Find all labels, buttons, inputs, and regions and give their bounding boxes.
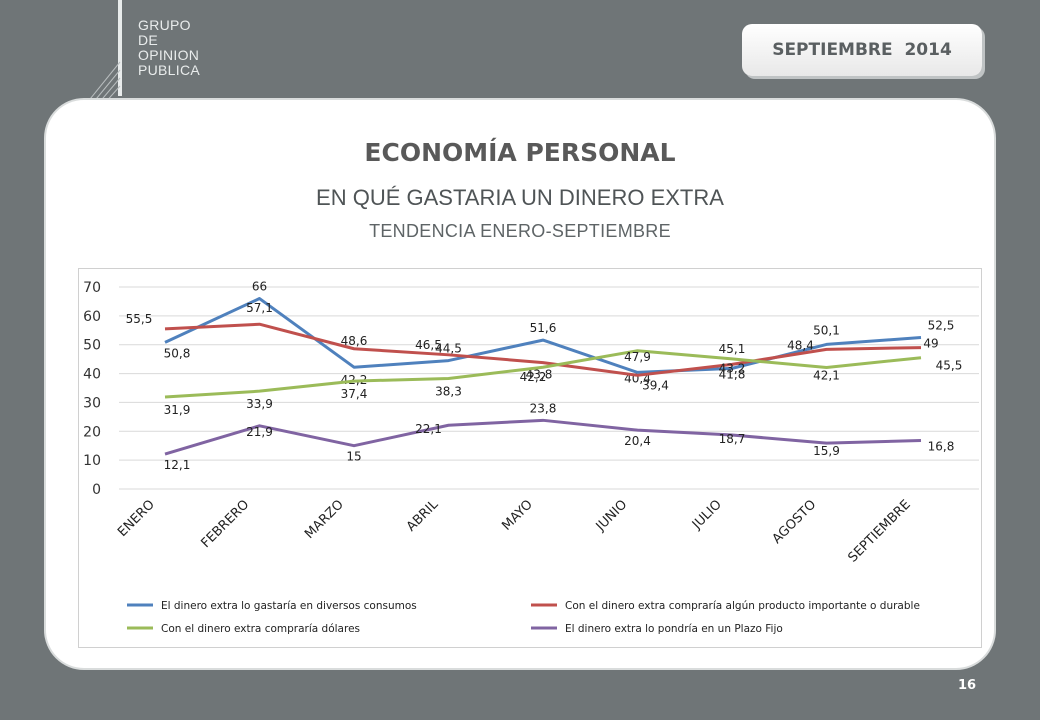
y-tick-label: 60 xyxy=(83,309,101,325)
series-line xyxy=(164,349,922,399)
data-label: 48,6 xyxy=(341,334,368,348)
legend-label: Con el dinero extra compraría dólares xyxy=(161,623,360,635)
data-label: 23,8 xyxy=(530,401,557,415)
x-tick-label: JULIO xyxy=(689,497,725,533)
data-label: 52,5 xyxy=(928,319,955,333)
line-chart: 0 10 20 30 40 50 60 70 ENERO FEBRERO MARZO ABRIL MAY… xyxy=(83,280,979,635)
data-label: 42,1 xyxy=(813,369,840,383)
page-number: 16 xyxy=(958,678,977,693)
date-label: SEPTIEMBRE 2014 xyxy=(772,40,952,60)
data-label: 66 xyxy=(252,280,267,294)
x-tick-label: MAYO xyxy=(499,497,535,533)
page-title: ECONOMÍA PERSONAL xyxy=(364,138,676,167)
legend-label: El dinero extra lo gastaría en diversos … xyxy=(161,600,417,612)
x-tick-label: AGOSTO xyxy=(770,497,820,547)
x-tick-label: MARZO xyxy=(302,497,347,542)
logo-text: GRUPO DE OPINION PUBLICA xyxy=(138,18,200,78)
chart-area: 0 10 20 30 40 50 60 70 ENERO FEBRERO MARZO ABRIL MAY… xyxy=(78,268,982,648)
data-label: 38,3 xyxy=(435,384,462,398)
series-line xyxy=(164,418,922,456)
x-tick-label: ENERO xyxy=(115,497,158,540)
x-tick-label: SEPTIEMBRE xyxy=(845,497,913,565)
data-label: 49 xyxy=(923,337,938,351)
page-subtitle: EN QUÉ GASTARIA UN DINERO EXTRA xyxy=(316,185,724,210)
y-tick-label: 0 xyxy=(92,482,101,498)
data-label: 18,7 xyxy=(719,432,746,446)
y-tick-label: 30 xyxy=(83,395,101,411)
logo-mark xyxy=(85,0,122,105)
logo-line-4: PUBLICA xyxy=(138,62,201,78)
logo-line-2: DE xyxy=(138,32,159,48)
y-tick-label: 10 xyxy=(83,453,101,469)
data-label: 12,1 xyxy=(164,458,191,472)
data-label: 50,1 xyxy=(813,323,840,337)
data-label: 48,4 xyxy=(787,338,814,352)
x-tick-label: ABRIL xyxy=(404,497,442,535)
legend-label: El dinero extra lo pondría en un Plazo F… xyxy=(565,623,783,635)
data-label: 51,6 xyxy=(530,321,557,335)
data-label: 15,9 xyxy=(813,444,840,458)
y-tick-label: 20 xyxy=(83,424,101,440)
data-label: 41,8 xyxy=(719,367,746,381)
data-label: 43,2 xyxy=(719,361,746,375)
data-label: 33,9 xyxy=(246,397,273,411)
data-label: 39,4 xyxy=(642,378,669,392)
data-label: 37,4 xyxy=(341,387,368,401)
logo xyxy=(85,0,226,110)
data-label: 42,2 xyxy=(520,370,547,384)
x-tick-label: FEBRERO xyxy=(198,497,252,551)
data-label: 16,8 xyxy=(928,440,955,454)
data-label: 21,9 xyxy=(246,425,273,439)
series-line xyxy=(164,297,922,374)
data-label: 46,5 xyxy=(415,338,442,352)
data-label: 50,8 xyxy=(164,346,191,360)
series-line xyxy=(164,322,922,377)
data-label: 55,5 xyxy=(126,312,153,326)
data-label: 57,1 xyxy=(246,301,273,315)
data-label: 31,9 xyxy=(164,403,191,417)
data-label: 44,5 xyxy=(435,342,462,356)
data-label: 43,8 xyxy=(526,368,553,382)
data-label: 22,1 xyxy=(415,422,442,436)
data-label: 45,5 xyxy=(936,359,963,373)
legend-label: Con el dinero extra compraría algún prod… xyxy=(565,600,920,612)
y-tick-label: 70 xyxy=(83,280,101,296)
data-label: 45,1 xyxy=(719,342,746,356)
logo-line-3: OPINION xyxy=(138,47,200,63)
x-tick-label: JUNIO xyxy=(593,497,631,535)
y-tick-label: 50 xyxy=(83,338,101,354)
y-tick-label: 40 xyxy=(83,367,101,383)
logo-line-1: GRUPO xyxy=(138,17,191,33)
data-label: 20,4 xyxy=(624,434,651,448)
page-subtitle-2: TENDENCIA ENERO-SEPTIEMBRE xyxy=(369,221,671,241)
data-label: 15 xyxy=(346,450,361,464)
date-badge: SEPTIEMBRE 2014 xyxy=(742,24,982,76)
data-label: 47,9 xyxy=(624,350,651,364)
